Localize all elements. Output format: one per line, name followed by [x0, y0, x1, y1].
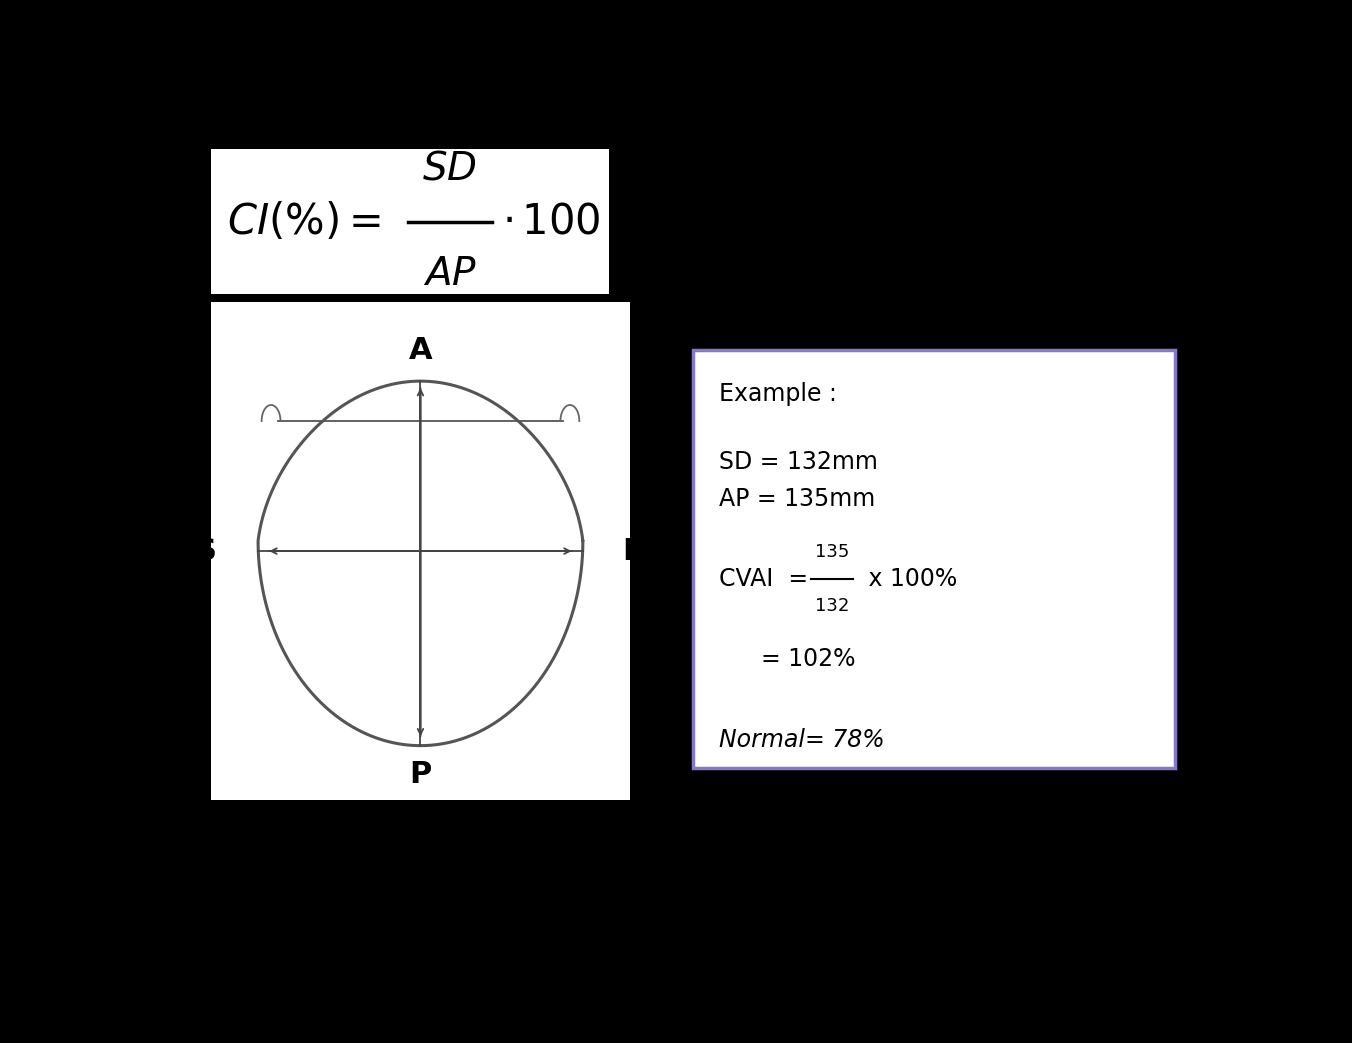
Text: = 102%: = 102%	[761, 648, 856, 672]
Bar	[211, 301, 630, 800]
Text: Example :: Example :	[719, 382, 837, 406]
Text: 132: 132	[815, 597, 849, 614]
Text: S: S	[195, 536, 216, 565]
Text: Normal= 78%: Normal= 78%	[719, 728, 884, 752]
Text: CVAI  =: CVAI =	[719, 567, 815, 591]
Text: 135: 135	[815, 543, 849, 561]
Text: $AP$: $AP$	[423, 256, 477, 293]
Text: A: A	[408, 336, 433, 365]
Text: $SD$: $SD$	[422, 150, 477, 188]
Text: D: D	[623, 536, 648, 565]
Text: SD = 132mm: SD = 132mm	[719, 451, 877, 475]
Text: $CI(\%) =$: $CI(\%) =$	[227, 200, 380, 243]
Text: P: P	[410, 760, 431, 790]
Text: AP = 135mm: AP = 135mm	[719, 487, 875, 511]
Bar	[692, 350, 1175, 768]
Bar	[211, 149, 608, 294]
Text: x 100%: x 100%	[860, 567, 957, 591]
Text: $\cdot\,100$: $\cdot\,100$	[502, 200, 600, 243]
